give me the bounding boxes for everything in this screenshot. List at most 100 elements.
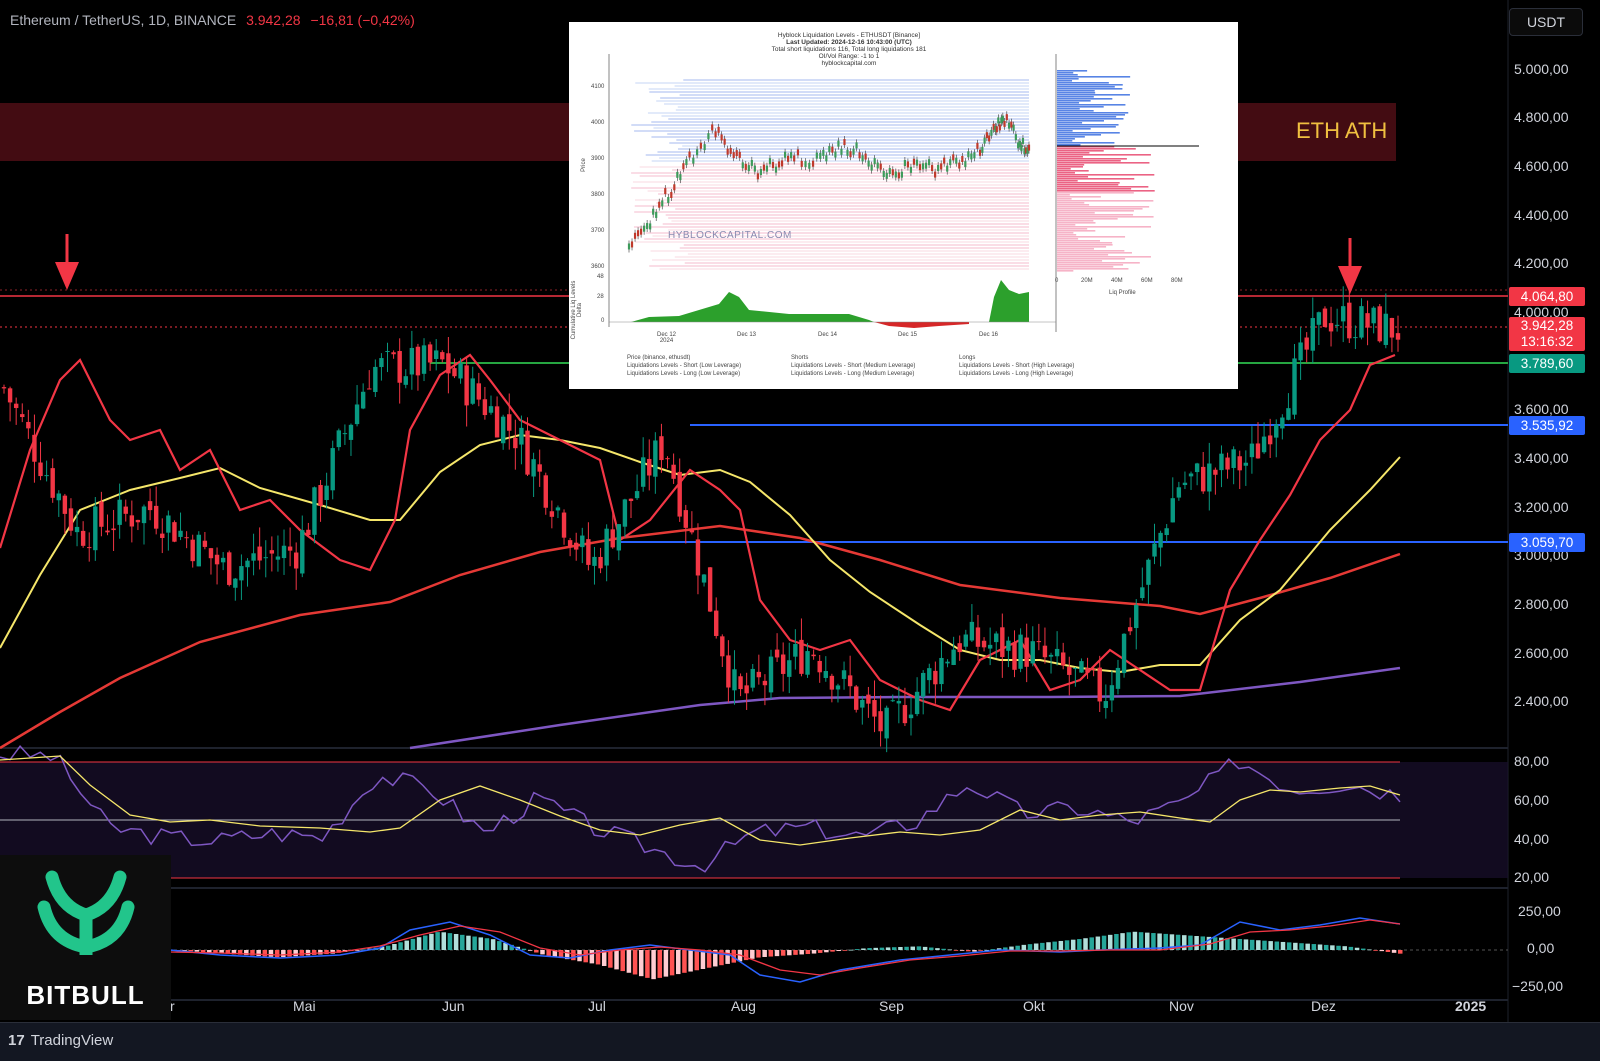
inset-candle <box>997 114 1000 127</box>
candle-body <box>592 556 597 566</box>
candle-body <box>726 655 731 688</box>
inset-candle-body <box>849 151 852 158</box>
inset-candle-body <box>1001 115 1004 122</box>
macd-bar <box>1305 943 1310 950</box>
candle <box>476 372 482 407</box>
liq-profile-bar <box>1057 186 1149 188</box>
inset-y-tick: 3800 <box>591 192 605 198</box>
tradingview-brand[interactable]: 17 TradingView <box>8 1032 113 1049</box>
candle <box>233 577 238 601</box>
candle-body <box>799 639 804 674</box>
candle <box>1097 655 1102 712</box>
candle <box>1091 666 1096 677</box>
macd-bar <box>1317 944 1323 950</box>
macd-bar <box>1058 940 1064 950</box>
macd-bar <box>805 950 811 955</box>
candle <box>854 685 859 713</box>
bitbull-logo: BITBULL <box>0 855 171 1020</box>
candle-body <box>1237 456 1242 471</box>
candle <box>653 432 658 494</box>
inset-candle <box>711 121 714 134</box>
candle <box>513 419 518 470</box>
candle-body <box>634 491 640 499</box>
candle <box>1347 286 1352 344</box>
x-tick: Dez <box>1311 998 1336 1014</box>
macd-bar <box>620 950 625 972</box>
liq-profile-bar <box>1057 146 1115 148</box>
candle <box>640 437 646 492</box>
candle <box>1225 452 1230 479</box>
x-tick: Okt <box>1023 998 1045 1014</box>
macd-bar <box>1101 935 1107 950</box>
inset-candle <box>1026 144 1029 157</box>
inset-candle <box>891 166 894 179</box>
macd-bar <box>447 933 453 950</box>
candle-body <box>780 654 786 674</box>
candle <box>184 531 189 549</box>
inset-candle <box>1020 142 1023 155</box>
candle <box>768 649 774 700</box>
inset-candle-body <box>1005 114 1008 121</box>
inset-candle-body <box>1017 142 1020 149</box>
candle-body <box>920 672 926 697</box>
macd-tick: 0,00 <box>1527 940 1555 956</box>
inset-profile-tick: 0 <box>1055 278 1059 284</box>
liquidation-bands <box>631 79 1029 270</box>
inset-candle-body <box>934 171 937 178</box>
inset-candle-body <box>692 157 695 164</box>
inset-candle <box>988 132 991 145</box>
liq-profile-bar <box>1057 234 1077 236</box>
candle-body <box>1213 469 1218 475</box>
candle-body <box>68 508 74 531</box>
candle <box>1389 317 1395 353</box>
inset-candle <box>750 156 753 169</box>
liq-profile-bar <box>1057 244 1113 246</box>
candle-body <box>1042 645 1048 658</box>
inset-x-tick: Dec 12 2024 <box>657 332 677 344</box>
inset-candle <box>822 146 825 159</box>
candle-body <box>951 649 956 665</box>
candle-body <box>1207 463 1212 492</box>
inset-candle-body <box>729 147 732 154</box>
candle-body <box>1334 324 1340 326</box>
legend-item: Price (binance, ethusdt) <box>627 355 691 361</box>
macd-bar <box>1120 933 1125 950</box>
candle <box>927 663 932 694</box>
candle <box>714 597 719 639</box>
inset-candle-body <box>1020 145 1023 152</box>
inset-candle-body <box>720 134 723 141</box>
macd-bar <box>213 950 218 953</box>
candle-body <box>1353 337 1358 339</box>
inset-candle-body <box>796 149 800 156</box>
candle <box>860 695 865 725</box>
candle <box>111 509 116 551</box>
candle-body <box>1292 358 1297 415</box>
macd-bar <box>1182 935 1187 950</box>
candle <box>415 343 421 391</box>
inset-candle <box>867 157 870 170</box>
candle-body <box>56 493 61 501</box>
candle-body <box>1164 528 1169 536</box>
macd-bar <box>676 950 681 975</box>
candle-body <box>975 627 981 647</box>
candle-body <box>762 680 768 686</box>
candle <box>1274 419 1279 458</box>
candle <box>902 687 908 727</box>
candle-body <box>933 670 938 685</box>
resistance-price-tag: 4.064,80 <box>1509 287 1585 306</box>
inset-profile-tick: 60M <box>1141 278 1153 284</box>
candle <box>135 519 141 531</box>
macd-bar <box>645 950 650 978</box>
macd-bar <box>182 950 187 951</box>
candle <box>147 488 153 521</box>
candle <box>1085 657 1090 679</box>
candle-body <box>878 711 883 732</box>
candle <box>1012 630 1017 678</box>
macd-bar <box>972 950 977 952</box>
candle <box>1176 481 1182 501</box>
liq-profile-bar <box>1057 158 1127 160</box>
currency-button[interactable]: USDT <box>1509 8 1583 36</box>
macd-bar <box>1046 942 1051 950</box>
liq-profile-bar <box>1057 250 1125 252</box>
candle-body <box>829 675 835 690</box>
